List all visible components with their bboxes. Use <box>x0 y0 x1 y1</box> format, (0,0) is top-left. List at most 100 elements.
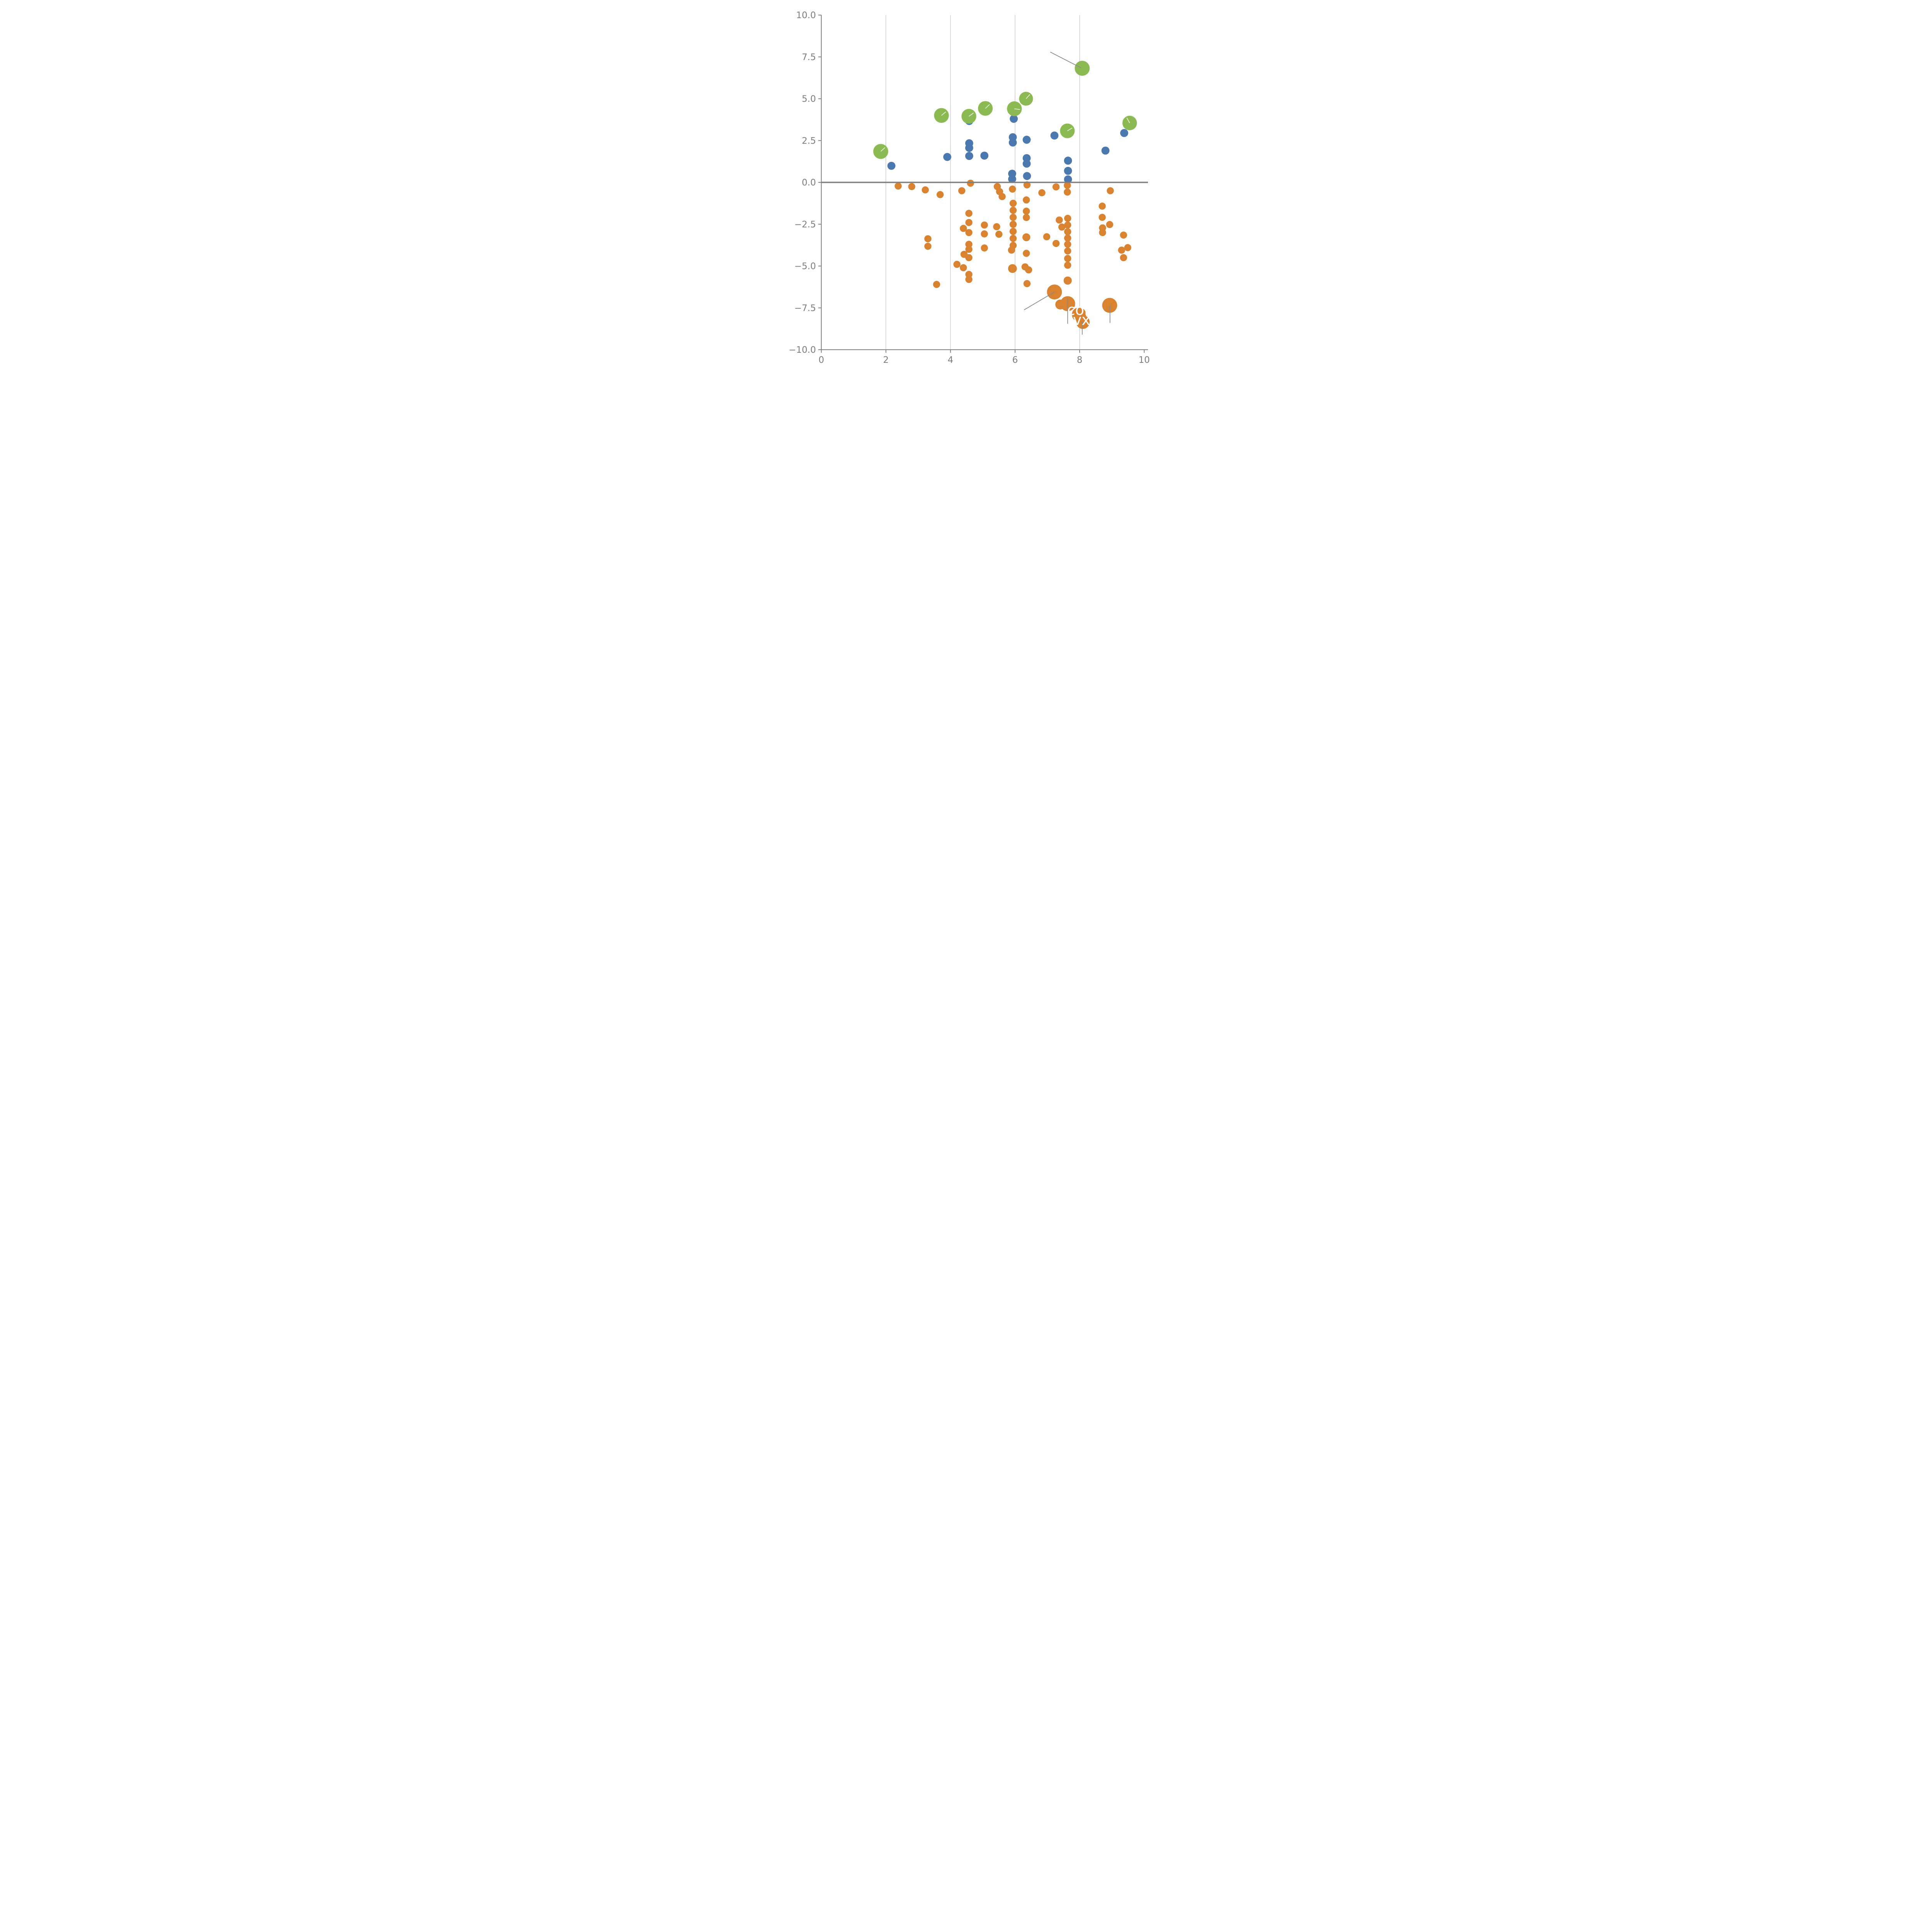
orange-bubble <box>1099 229 1106 236</box>
blue-bubble <box>1064 156 1072 165</box>
green-bubble <box>1075 61 1090 76</box>
orange-bubble <box>1023 250 1030 257</box>
orange-bubble <box>965 270 973 278</box>
orange-bubble <box>1056 216 1063 224</box>
orange-bubble <box>895 182 902 190</box>
orange-bubble <box>1099 202 1106 210</box>
chart-canvas: 10.0 7.5 5.0 2.5 0.0 −2.5 −5.0 −7.5 −10.00 2 4 6 8 10… <box>789 10 1150 365</box>
orange-bubble <box>924 235 932 243</box>
orange-bubble <box>1052 240 1060 247</box>
orange-bubble <box>998 193 1006 201</box>
orange-bubble <box>1107 187 1114 194</box>
x-tick-label: 6 <box>1012 355 1018 365</box>
orange-bubble <box>1009 228 1017 235</box>
orange-bubble <box>965 246 973 253</box>
blue-bubble <box>1064 167 1072 175</box>
orange-bubble <box>1064 234 1071 242</box>
x-tick-label: 2 <box>883 355 889 365</box>
orange-bubble <box>1064 182 1071 189</box>
blue-bubble <box>943 153 951 161</box>
orange-bubble <box>1064 247 1071 255</box>
orange-bubble <box>1064 241 1071 248</box>
orange-bubble <box>1022 233 1031 242</box>
orange-bubble <box>1064 188 1071 196</box>
orange-bubble <box>933 281 940 288</box>
blue-bubble <box>1022 154 1031 162</box>
orange-bubble <box>1064 228 1071 235</box>
orange-bubble <box>1076 315 1090 329</box>
orange-bubble <box>1023 207 1030 215</box>
orange-bubble <box>1023 196 1030 204</box>
leader-line-1 <box>1024 291 1055 310</box>
orange-bubble <box>1064 262 1071 269</box>
white-hand-2 <box>968 112 974 117</box>
orange-bubble <box>1009 207 1017 214</box>
orange-bubble <box>1043 233 1051 240</box>
blue-bubble <box>1009 138 1017 147</box>
orange-bubble <box>965 219 973 226</box>
orange-bubble <box>1009 221 1017 228</box>
blue-bubble <box>1008 175 1016 183</box>
orange-bubble <box>1124 244 1131 252</box>
orange-bubble <box>1099 214 1106 221</box>
orange-bubble <box>1120 254 1127 262</box>
orange-bubble <box>981 244 988 252</box>
orange-bubble <box>1118 247 1125 254</box>
white-hand-6 <box>1067 128 1073 131</box>
orange-bubble <box>958 187 966 194</box>
green-bubble <box>1019 92 1033 106</box>
white-hand-0 <box>880 147 885 152</box>
y-tick-label: 7.5 <box>802 52 816 62</box>
orange-bubble <box>981 221 988 229</box>
orange-bubble <box>953 260 961 268</box>
blue-bubble <box>1022 160 1031 168</box>
orange-bubble <box>936 191 944 198</box>
orange-bubble <box>993 223 1000 230</box>
blue-bubble <box>887 162 896 170</box>
annotation-text-1: vx <box>1073 311 1090 328</box>
orange-bubble <box>1008 247 1015 254</box>
orange-bubble <box>1058 223 1066 231</box>
blue-bubble <box>1101 146 1110 155</box>
annotation-text-0: cor <box>1067 301 1090 318</box>
orange-bubble <box>1064 255 1071 262</box>
orange-bubble <box>965 209 973 217</box>
green-bubble <box>1007 101 1022 116</box>
blue-bubble <box>980 151 988 160</box>
orange-bubble <box>1063 276 1072 285</box>
orange-bubble <box>1023 214 1030 221</box>
y-tick-label: −7.5 <box>794 303 816 313</box>
orange-bubble <box>908 183 915 190</box>
y-tick-label: 0.0 <box>802 178 816 188</box>
x-tick-label: 8 <box>1077 355 1083 365</box>
orange-bubble <box>965 229 973 236</box>
blue-bubble <box>1023 172 1031 180</box>
orange-bubble <box>1009 185 1016 193</box>
orange-bubble <box>1009 214 1017 221</box>
y-tick-label: −5.0 <box>794 262 816 272</box>
blue-bubble <box>965 152 973 160</box>
orange-bubble <box>995 231 1003 238</box>
orange-bubble <box>1008 264 1017 273</box>
orange-bubble <box>1047 284 1062 300</box>
orange-bubble <box>1038 189 1046 197</box>
white-hand-5 <box>1026 94 1031 99</box>
blue-bubble <box>1064 175 1072 184</box>
y-tick-label: 10.0 <box>796 10 816 20</box>
y-tick-label: 5.0 <box>802 94 816 104</box>
orange-bubble <box>1106 221 1113 228</box>
orange-bubble <box>965 241 973 248</box>
green-bubble <box>934 108 949 123</box>
blue-bubble <box>965 144 973 152</box>
green-bubble <box>978 101 993 116</box>
orange-bubble <box>1023 181 1031 189</box>
orange-bubble <box>1064 214 1071 222</box>
orange-bubble <box>981 230 988 238</box>
white-hand-7 <box>1126 117 1130 123</box>
x-tick-label: 0 <box>818 355 824 365</box>
orange-bubble <box>1009 199 1017 207</box>
orange-bubble <box>967 179 974 187</box>
orange-bubble <box>924 243 932 250</box>
orange-bubble <box>1025 266 1032 274</box>
orange-bubble <box>1120 231 1127 239</box>
